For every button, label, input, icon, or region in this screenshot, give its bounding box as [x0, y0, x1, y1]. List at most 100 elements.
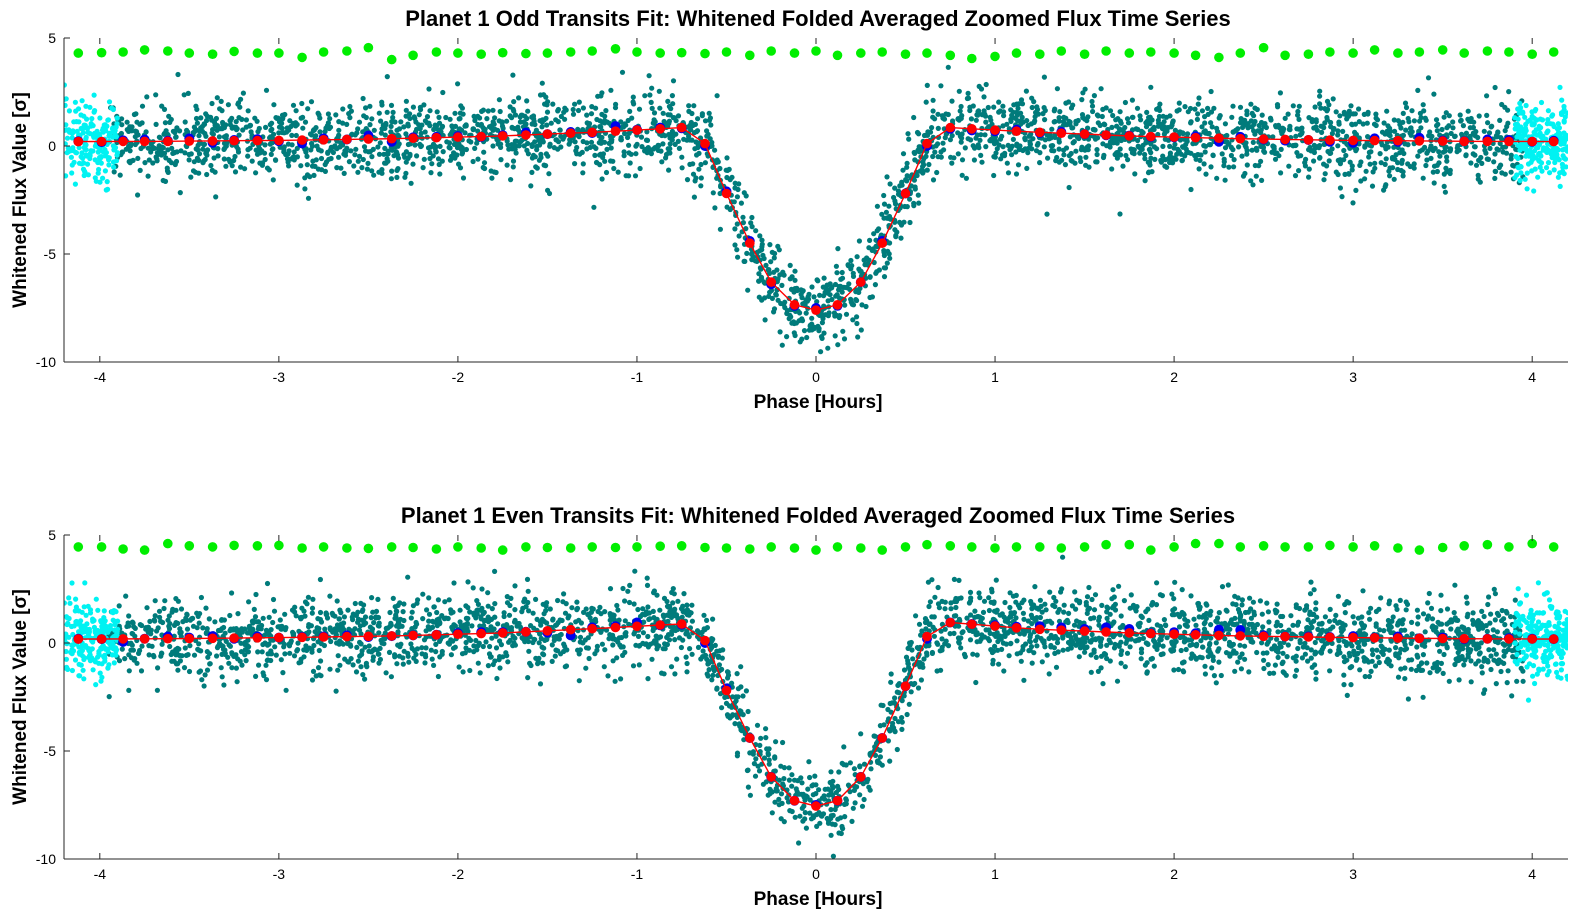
data-point — [576, 651, 582, 657]
data-point — [973, 679, 979, 686]
data-point — [690, 171, 697, 177]
data-point — [1090, 108, 1096, 115]
data-point — [1191, 616, 1197, 622]
data-point — [664, 641, 671, 648]
residual-point — [274, 48, 284, 58]
data-point — [1475, 172, 1481, 178]
data-point — [122, 656, 128, 662]
residual-points — [73, 42, 1559, 65]
data-point — [638, 134, 645, 140]
data-point — [986, 124, 992, 130]
data-point — [245, 147, 251, 153]
data-point — [1025, 150, 1031, 156]
data-point — [834, 270, 840, 276]
data-point — [596, 140, 602, 146]
data-point — [1457, 112, 1463, 118]
data-point — [400, 661, 406, 667]
data-point — [1409, 108, 1415, 114]
data-point — [736, 233, 742, 239]
data-point — [334, 165, 340, 171]
data-point — [182, 150, 188, 156]
data-point — [918, 677, 925, 683]
edge-data-point — [1524, 186, 1530, 192]
data-point — [976, 590, 982, 596]
model-point — [610, 126, 621, 136]
data-point — [485, 108, 491, 114]
data-point — [238, 649, 245, 655]
data-point — [769, 249, 775, 255]
data-point — [290, 102, 297, 108]
data-point — [299, 100, 305, 107]
data-point — [446, 140, 453, 146]
data-point — [1492, 175, 1498, 181]
data-point — [1039, 609, 1045, 615]
data-point — [308, 131, 314, 137]
data-point — [272, 157, 279, 163]
data-point — [1340, 128, 1346, 134]
data-point — [1365, 134, 1371, 140]
data-point — [940, 140, 946, 146]
data-point — [1353, 148, 1359, 154]
data-point — [407, 153, 413, 159]
edge-data-point — [1551, 167, 1557, 173]
data-point — [1205, 111, 1211, 117]
data-point — [1116, 642, 1122, 648]
data-point — [861, 761, 868, 767]
data-point — [575, 126, 581, 132]
data-point — [858, 327, 864, 333]
data-point — [294, 145, 300, 151]
data-point — [235, 149, 242, 155]
edge-data-point — [1513, 154, 1519, 160]
data-point — [1239, 597, 1245, 603]
data-point — [305, 106, 311, 112]
data-point — [1465, 108, 1471, 114]
data-point — [1486, 130, 1493, 136]
data-point — [603, 108, 609, 114]
data-point — [740, 220, 747, 226]
data-point — [666, 120, 672, 127]
data-point — [992, 154, 998, 160]
data-point — [1053, 158, 1059, 164]
data-point — [401, 152, 407, 158]
data-point — [712, 205, 718, 211]
data-point — [163, 155, 169, 161]
residual-point — [967, 53, 977, 64]
data-point — [1174, 108, 1180, 114]
data-point — [717, 165, 723, 172]
data-point — [377, 140, 383, 146]
data-point — [348, 148, 354, 154]
data-point — [1022, 135, 1028, 141]
data-point — [959, 135, 965, 141]
data-point — [1184, 137, 1190, 143]
data-point — [295, 640, 301, 646]
data-point — [743, 226, 749, 232]
data-point — [360, 95, 366, 102]
data-point — [1210, 152, 1216, 159]
data-point — [504, 162, 510, 168]
data-point — [460, 111, 466, 117]
data-point — [1033, 148, 1040, 154]
data-point — [557, 127, 563, 133]
edge-data-point — [106, 99, 113, 105]
data-point — [245, 153, 251, 159]
data-point — [291, 157, 297, 163]
residual-point — [922, 48, 932, 58]
data-point — [830, 853, 837, 859]
data-point — [675, 113, 682, 119]
data-point — [1473, 162, 1480, 168]
data-point — [667, 146, 673, 152]
data-point — [376, 110, 382, 116]
data-point — [201, 142, 207, 148]
data-point — [887, 255, 893, 261]
data-point — [1109, 166, 1115, 172]
residual-point — [229, 46, 239, 57]
data-point — [1361, 111, 1367, 117]
data-point — [1058, 589, 1064, 595]
data-point — [572, 101, 578, 107]
data-point — [1434, 128, 1440, 134]
data-point — [1456, 677, 1462, 683]
data-point — [991, 104, 997, 110]
data-point — [632, 568, 638, 574]
data-point — [807, 774, 813, 781]
data-point — [836, 769, 842, 775]
